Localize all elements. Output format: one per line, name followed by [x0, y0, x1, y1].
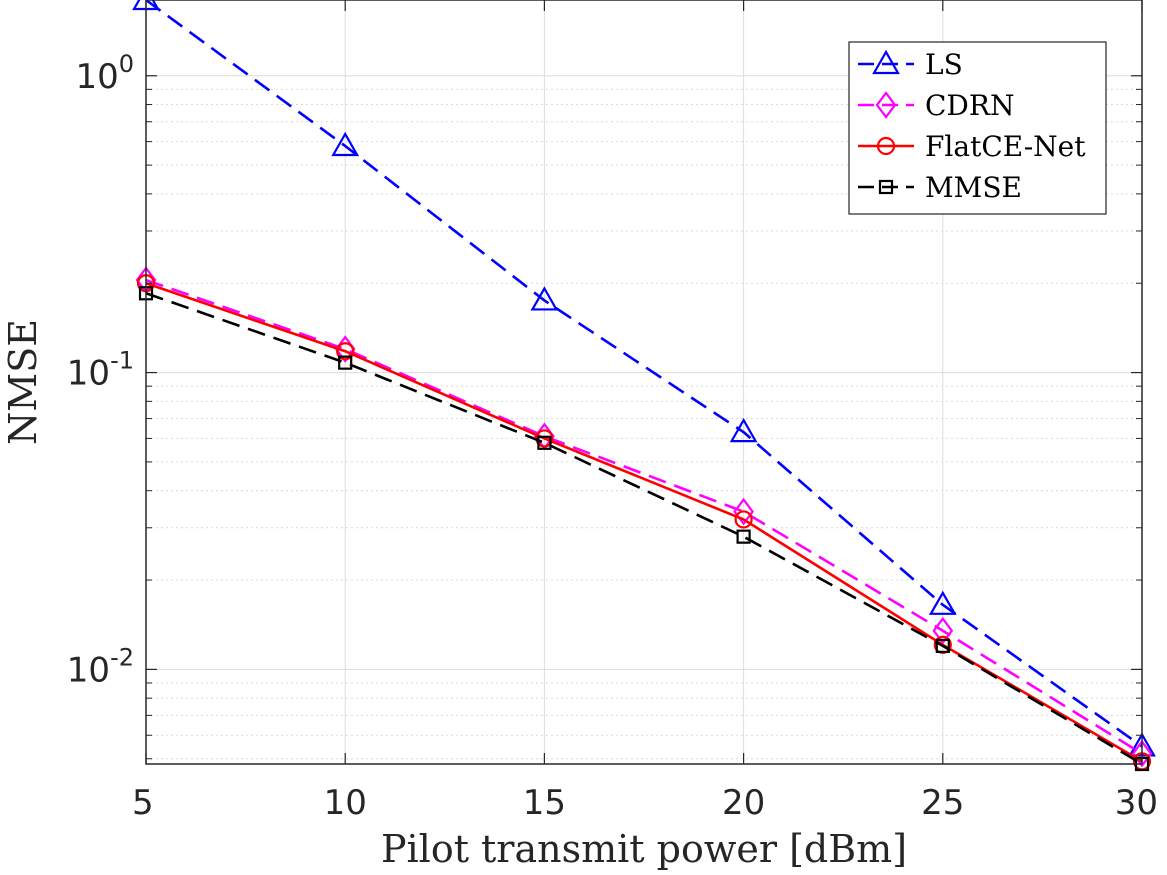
- data-point: [932, 616, 954, 645]
- x-tick-label: 15: [523, 783, 566, 823]
- data-point: [733, 497, 754, 526]
- data-point: [530, 286, 559, 311]
- x-tick-label: 20: [722, 783, 765, 823]
- axis-ticks: [145, 0, 1143, 764]
- y-tick-labels: 100 10-1 10-2: [67, 50, 134, 691]
- plot-frame: [145, 0, 1143, 765]
- series-line: [145, 281, 1143, 763]
- series-line: [145, 0, 1143, 748]
- legend-label: LS: [925, 48, 963, 81]
- x-tick-label: 10: [324, 783, 367, 823]
- legend-label: CDRN: [925, 89, 1014, 122]
- legend-marker: [878, 179, 894, 195]
- legend-label: FlatCE-Net: [925, 130, 1086, 163]
- legend-marker: [872, 49, 900, 75]
- legend-marker: [875, 91, 897, 119]
- data-point: [928, 590, 957, 615]
- x-axis-title: Pilot transmit power [dBm]: [381, 827, 907, 871]
- legend-item: MMSE: [858, 171, 1022, 204]
- data-point: [1131, 739, 1153, 768]
- legend-item: LS: [858, 48, 963, 81]
- x-tick-label: 5: [132, 783, 154, 823]
- data-point: [736, 529, 751, 544]
- series-line: [145, 292, 1143, 766]
- legend: LS CDRN FlatCE-Net MMSE: [848, 41, 1107, 215]
- series-layer: [132, 0, 1156, 772]
- data-point: [338, 355, 353, 370]
- x-tick-labels: 5 10 15 20 25 30: [132, 783, 1158, 823]
- legend-label: MMSE: [925, 171, 1022, 204]
- data-point: [537, 435, 552, 450]
- x-tick-label: 25: [921, 783, 964, 823]
- series-line: [145, 278, 1143, 755]
- y-tick-label: 100: [75, 50, 134, 97]
- y-tick-label: 10-2: [67, 643, 134, 690]
- x-tick-label: 30: [1115, 783, 1158, 823]
- legend-item: FlatCE-Net: [858, 130, 1086, 163]
- y-axis-title: NMSE: [1, 319, 45, 445]
- y-tick-label: 10-1: [67, 347, 134, 394]
- data-point: [734, 510, 753, 529]
- data-point: [331, 131, 360, 157]
- data-point: [935, 638, 950, 653]
- legend-item: CDRN: [858, 89, 1014, 122]
- data-point: [729, 417, 758, 443]
- data-point: [336, 342, 355, 361]
- legend-marker: [876, 136, 896, 156]
